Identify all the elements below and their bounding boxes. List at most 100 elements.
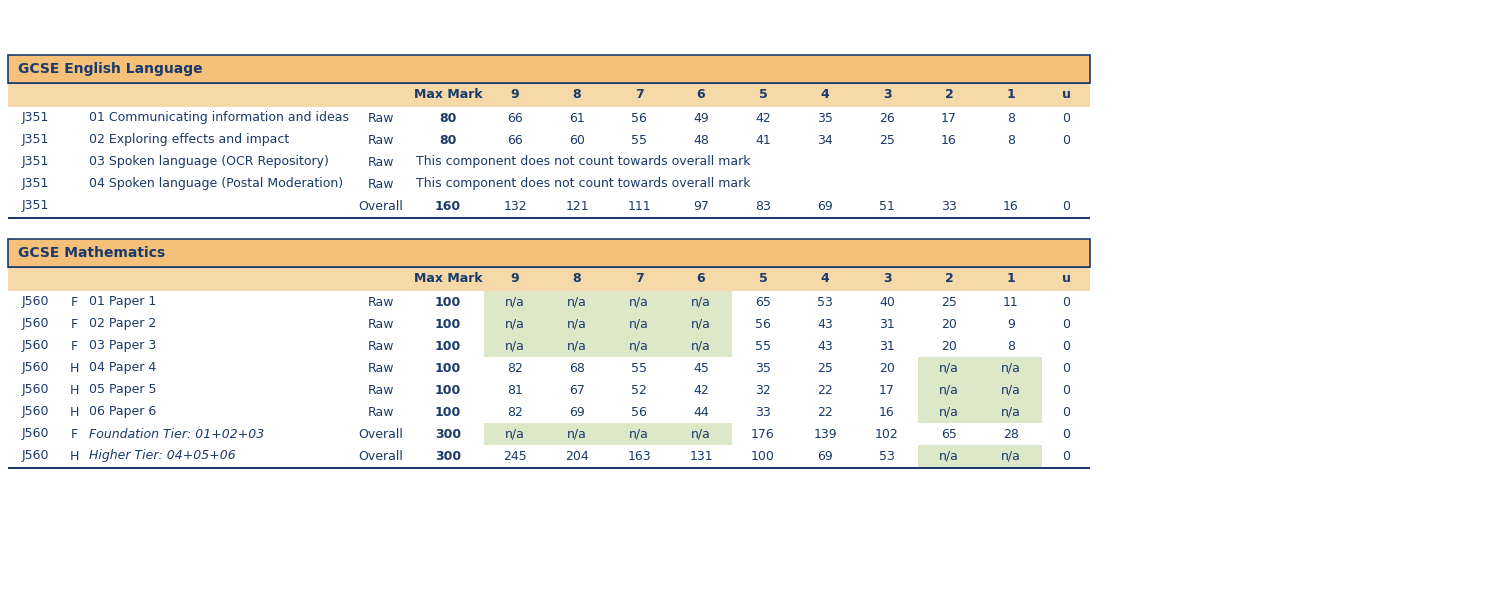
Text: 67: 67	[569, 384, 586, 397]
Text: 8: 8	[1007, 340, 1014, 352]
Text: 0: 0	[1062, 318, 1070, 330]
Text: Raw: Raw	[368, 112, 394, 125]
Text: 102: 102	[875, 428, 899, 441]
Text: 20: 20	[941, 340, 958, 352]
Text: J560: J560	[22, 295, 49, 308]
Text: n/a: n/a	[568, 428, 587, 441]
Bar	[7, 313, 1091, 335]
Text: 1: 1	[1007, 89, 1016, 102]
Text: n/a: n/a	[568, 340, 587, 352]
Text: 6: 6	[696, 273, 705, 286]
Text: n/a: n/a	[940, 362, 959, 374]
Text: F: F	[70, 340, 78, 352]
Text: Raw: Raw	[368, 384, 394, 397]
Text: H: H	[69, 384, 79, 397]
Text: 5: 5	[759, 273, 768, 286]
Text: F: F	[70, 318, 78, 330]
Text: 55: 55	[630, 362, 647, 374]
Text: 22: 22	[817, 384, 832, 397]
Bar	[608, 291, 669, 313]
Text: GCSE English Language: GCSE English Language	[18, 62, 203, 76]
Text: H: H	[69, 406, 79, 419]
Text: 204: 204	[565, 450, 589, 463]
Text: This component does not count towards overall mark: This component does not count towards ov…	[415, 156, 750, 169]
Text: 49: 49	[693, 112, 708, 125]
Text: 0: 0	[1062, 112, 1070, 125]
Text: J560: J560	[22, 362, 49, 374]
Bar	[7, 173, 1091, 195]
Text: 25: 25	[878, 134, 895, 147]
Text: 4: 4	[820, 89, 829, 102]
Text: 69: 69	[569, 406, 584, 419]
Text: Raw: Raw	[368, 340, 394, 352]
Text: 33: 33	[754, 406, 771, 419]
Bar	[7, 291, 1091, 313]
Text: n/a: n/a	[692, 340, 711, 352]
Text: u: u	[1062, 89, 1070, 102]
Bar	[7, 239, 1091, 267]
Text: 06 Paper 6: 06 Paper 6	[90, 406, 157, 419]
Bar	[669, 313, 732, 335]
Text: Overall: Overall	[359, 428, 403, 441]
Text: 42: 42	[693, 384, 708, 397]
Text: 16: 16	[878, 406, 895, 419]
Text: n/a: n/a	[1001, 362, 1020, 374]
Bar	[7, 379, 1091, 401]
Text: 43: 43	[817, 340, 832, 352]
Text: n/a: n/a	[1001, 406, 1020, 419]
Bar	[7, 217, 1091, 219]
Text: 34: 34	[817, 134, 832, 147]
Bar	[7, 267, 1091, 291]
Text: 0: 0	[1062, 295, 1070, 308]
Bar	[980, 379, 1041, 401]
Text: 43: 43	[817, 318, 832, 330]
Text: 100: 100	[435, 362, 462, 374]
Text: 44: 44	[693, 406, 708, 419]
Text: 121: 121	[565, 200, 589, 213]
Text: Max Mark: Max Mark	[414, 89, 483, 102]
Text: 7: 7	[635, 89, 644, 102]
Bar	[545, 313, 608, 335]
Text: 05 Paper 5: 05 Paper 5	[90, 384, 157, 397]
Text: 300: 300	[435, 428, 462, 441]
Text: 83: 83	[754, 200, 771, 213]
Bar	[7, 107, 1091, 109]
Text: n/a: n/a	[1001, 384, 1020, 397]
Bar	[7, 357, 1091, 379]
Text: n/a: n/a	[505, 318, 524, 330]
Text: 52: 52	[630, 384, 647, 397]
Text: 0: 0	[1062, 362, 1070, 374]
Text: This component does not count towards overall mark: This component does not count towards ov…	[415, 178, 750, 191]
Bar	[545, 423, 608, 445]
Text: 25: 25	[817, 362, 834, 374]
Text: n/a: n/a	[505, 428, 524, 441]
Text: Higher Tier: 04+05+06: Higher Tier: 04+05+06	[90, 450, 236, 463]
Bar	[917, 401, 980, 423]
Text: 69: 69	[817, 450, 832, 463]
Text: 68: 68	[569, 362, 586, 374]
Text: n/a: n/a	[692, 295, 711, 308]
Text: Overall: Overall	[359, 200, 403, 213]
Text: Raw: Raw	[368, 318, 394, 330]
Text: 40: 40	[878, 295, 895, 308]
Text: J560: J560	[22, 340, 49, 352]
Bar	[7, 401, 1091, 423]
Text: 0: 0	[1062, 134, 1070, 147]
Text: 04 Spoken language (Postal Moderation): 04 Spoken language (Postal Moderation)	[90, 178, 344, 191]
Text: 100: 100	[435, 384, 462, 397]
Text: H: H	[69, 450, 79, 463]
Bar	[484, 423, 545, 445]
Bar	[608, 423, 669, 445]
Text: n/a: n/a	[505, 295, 524, 308]
Text: 111: 111	[627, 200, 651, 213]
Text: u: u	[1062, 273, 1070, 286]
Text: 65: 65	[941, 428, 958, 441]
Text: 0: 0	[1062, 450, 1070, 463]
Bar	[669, 291, 732, 313]
Text: 0: 0	[1062, 428, 1070, 441]
Text: 163: 163	[627, 450, 651, 463]
Bar	[7, 83, 1091, 84]
Text: 33: 33	[941, 200, 956, 213]
Bar	[484, 313, 545, 335]
Text: J351: J351	[22, 112, 49, 125]
